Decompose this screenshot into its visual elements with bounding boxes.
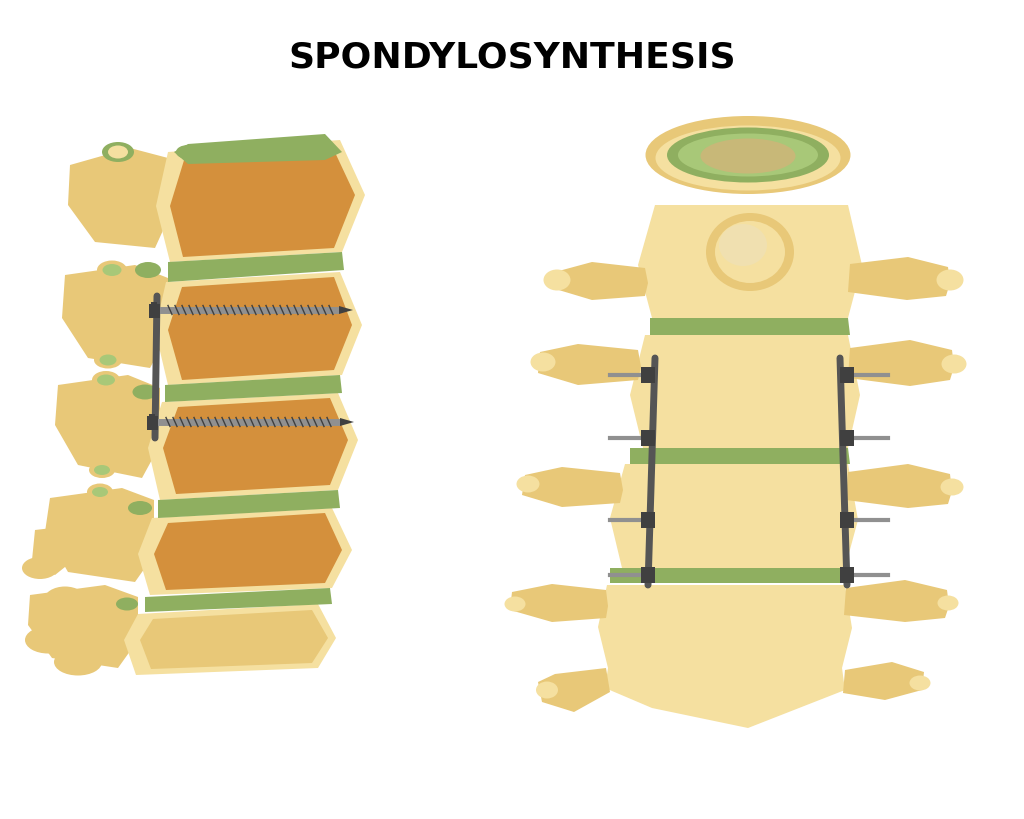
Ellipse shape bbox=[938, 595, 958, 610]
Ellipse shape bbox=[536, 681, 558, 699]
Ellipse shape bbox=[700, 138, 796, 174]
Polygon shape bbox=[630, 335, 860, 448]
Polygon shape bbox=[32, 525, 80, 575]
Polygon shape bbox=[522, 467, 623, 507]
Polygon shape bbox=[630, 448, 850, 464]
Polygon shape bbox=[843, 662, 924, 700]
Ellipse shape bbox=[667, 128, 829, 183]
Polygon shape bbox=[340, 418, 354, 426]
Bar bbox=[641, 512, 655, 528]
Ellipse shape bbox=[135, 262, 161, 278]
Polygon shape bbox=[158, 490, 340, 518]
Polygon shape bbox=[151, 302, 157, 318]
Polygon shape bbox=[168, 277, 352, 380]
Ellipse shape bbox=[678, 133, 818, 177]
Bar bbox=[147, 416, 158, 430]
Bar bbox=[150, 304, 160, 318]
Polygon shape bbox=[844, 580, 949, 622]
Polygon shape bbox=[510, 584, 608, 622]
Polygon shape bbox=[124, 604, 336, 675]
Ellipse shape bbox=[108, 146, 128, 159]
Text: SPONDYLOSYNTHESIS: SPONDYLOSYNTHESIS bbox=[288, 41, 736, 75]
Polygon shape bbox=[68, 148, 170, 248]
Polygon shape bbox=[552, 262, 648, 300]
Ellipse shape bbox=[99, 355, 117, 365]
Ellipse shape bbox=[102, 264, 122, 276]
Ellipse shape bbox=[715, 221, 785, 283]
Ellipse shape bbox=[505, 596, 525, 612]
Ellipse shape bbox=[89, 462, 115, 478]
Polygon shape bbox=[598, 585, 852, 668]
Ellipse shape bbox=[92, 371, 120, 389]
Bar bbox=[840, 512, 854, 528]
Ellipse shape bbox=[94, 351, 122, 369]
Polygon shape bbox=[638, 205, 862, 318]
Polygon shape bbox=[605, 668, 845, 728]
Polygon shape bbox=[848, 257, 950, 300]
Ellipse shape bbox=[530, 352, 555, 372]
Polygon shape bbox=[156, 140, 365, 262]
Ellipse shape bbox=[940, 478, 964, 495]
Polygon shape bbox=[848, 340, 954, 386]
Bar bbox=[840, 430, 854, 446]
Ellipse shape bbox=[176, 145, 200, 159]
Polygon shape bbox=[610, 568, 847, 583]
Ellipse shape bbox=[116, 598, 138, 610]
Polygon shape bbox=[55, 375, 160, 478]
Ellipse shape bbox=[655, 125, 841, 191]
Ellipse shape bbox=[97, 260, 127, 279]
Polygon shape bbox=[339, 306, 353, 314]
Polygon shape bbox=[538, 668, 610, 712]
Ellipse shape bbox=[544, 269, 570, 291]
Ellipse shape bbox=[941, 355, 967, 373]
Polygon shape bbox=[615, 469, 852, 563]
Ellipse shape bbox=[909, 676, 931, 690]
Polygon shape bbox=[635, 340, 855, 443]
Polygon shape bbox=[174, 134, 342, 164]
Ellipse shape bbox=[937, 269, 964, 291]
Ellipse shape bbox=[87, 483, 113, 500]
Bar bbox=[641, 430, 655, 446]
Polygon shape bbox=[610, 464, 858, 568]
Polygon shape bbox=[148, 393, 358, 500]
Polygon shape bbox=[155, 272, 362, 385]
Polygon shape bbox=[165, 375, 342, 402]
Ellipse shape bbox=[54, 649, 102, 676]
Ellipse shape bbox=[25, 627, 71, 654]
Polygon shape bbox=[140, 610, 328, 669]
Ellipse shape bbox=[92, 487, 108, 497]
Bar bbox=[840, 567, 854, 583]
Polygon shape bbox=[62, 265, 168, 368]
Polygon shape bbox=[154, 513, 342, 590]
Ellipse shape bbox=[22, 557, 58, 579]
Polygon shape bbox=[168, 252, 344, 282]
Ellipse shape bbox=[94, 465, 110, 475]
Polygon shape bbox=[145, 588, 332, 612]
Ellipse shape bbox=[645, 116, 851, 194]
Polygon shape bbox=[163, 398, 348, 494]
Polygon shape bbox=[846, 464, 952, 508]
Bar bbox=[641, 567, 655, 583]
Ellipse shape bbox=[128, 501, 152, 515]
Polygon shape bbox=[138, 508, 352, 595]
Polygon shape bbox=[643, 210, 857, 314]
Ellipse shape bbox=[719, 224, 767, 266]
Ellipse shape bbox=[706, 213, 794, 291]
Ellipse shape bbox=[44, 586, 86, 613]
Ellipse shape bbox=[97, 374, 115, 386]
Ellipse shape bbox=[102, 142, 134, 162]
Polygon shape bbox=[45, 488, 154, 582]
Polygon shape bbox=[650, 318, 850, 335]
Polygon shape bbox=[538, 344, 641, 385]
Ellipse shape bbox=[36, 533, 74, 557]
Polygon shape bbox=[28, 585, 138, 668]
Ellipse shape bbox=[132, 384, 158, 400]
Polygon shape bbox=[170, 146, 355, 257]
Ellipse shape bbox=[516, 476, 540, 492]
Polygon shape bbox=[150, 414, 155, 430]
Bar bbox=[840, 367, 854, 383]
Bar bbox=[641, 367, 655, 383]
